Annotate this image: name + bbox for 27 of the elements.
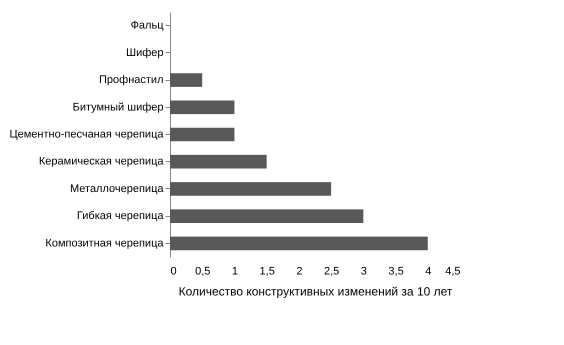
bar xyxy=(170,182,332,196)
y-tick-label: Шифер xyxy=(126,46,164,59)
bar xyxy=(170,73,202,87)
x-tick-label: 3 xyxy=(360,266,367,278)
x-tick-label: 0,5 xyxy=(195,266,210,278)
y-tick-label: Профнастил xyxy=(99,74,164,86)
x-tick-label: 3,5 xyxy=(388,266,404,278)
bar xyxy=(170,154,267,169)
bar xyxy=(170,128,234,142)
x-tick-label: 1 xyxy=(232,266,238,278)
x-tick-label: 2,5 xyxy=(324,266,340,278)
x-axis-title: Количество конструктивных изменений за 10 лет xyxy=(178,284,453,298)
bar xyxy=(170,236,428,250)
y-tick-label: Битумный шифер xyxy=(72,101,164,114)
y-tick-label: Композитная черепица xyxy=(45,237,164,250)
x-tick-label: 0 xyxy=(170,266,177,278)
x-tick-label: 4 xyxy=(425,266,432,278)
x-tick-label: 4,5 xyxy=(445,266,460,278)
y-tick-label: Цементно-песчаная черепица xyxy=(9,128,164,140)
x-tick-label: 1,5 xyxy=(260,266,275,278)
x-tick-label: 2 xyxy=(296,266,302,278)
y-tick-label: Металлочерепица xyxy=(70,182,164,195)
bar xyxy=(170,209,364,223)
y-tick-label: Фальц xyxy=(130,20,164,32)
y-tick-label: Керамическая черепица xyxy=(38,156,164,168)
bar xyxy=(170,100,234,114)
y-tick-label: Гибкая черепица xyxy=(76,210,164,222)
